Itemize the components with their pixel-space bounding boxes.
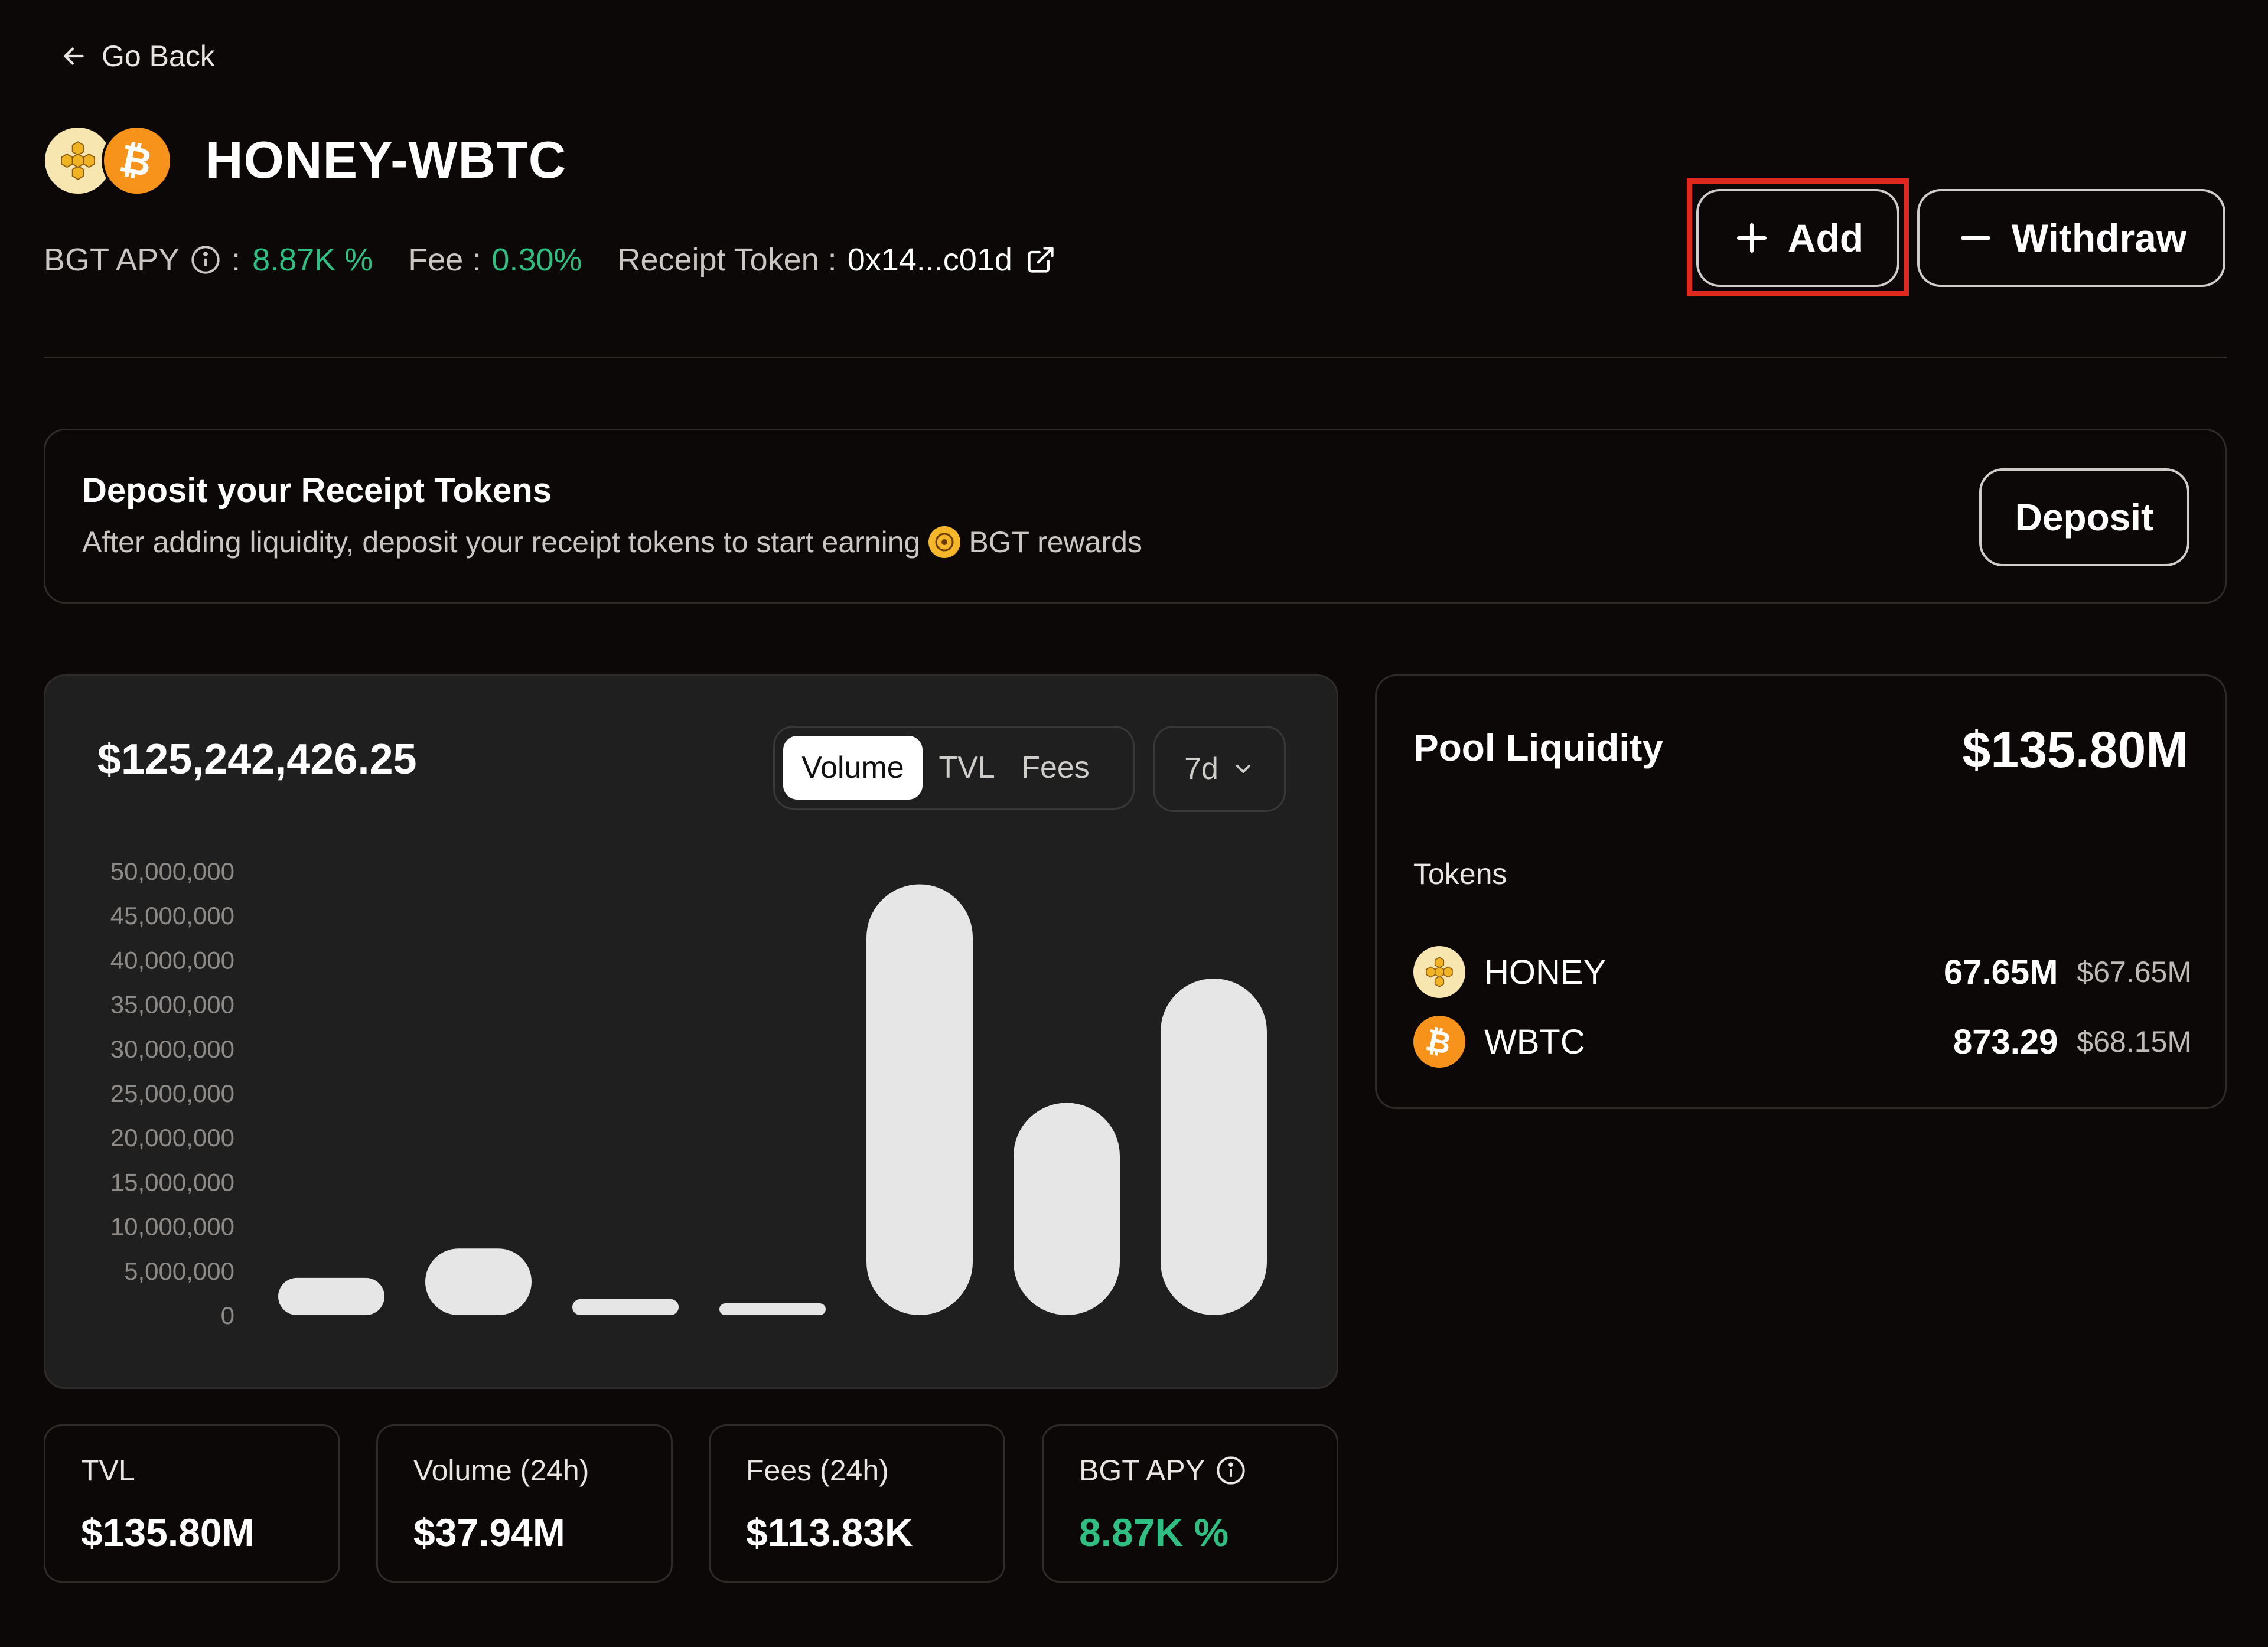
y-tick-label: 10,000,000 bbox=[110, 1213, 234, 1241]
y-tick-label: 35,000,000 bbox=[110, 991, 234, 1019]
bitcoin-icon: ₿ bbox=[1413, 1016, 1465, 1068]
token-usd-value: $67.65M bbox=[2077, 955, 2192, 989]
page-title: HONEY-WBTC bbox=[206, 131, 567, 189]
chevron-down-icon bbox=[1236, 765, 1250, 773]
stat-label: Volume (24h) bbox=[413, 1454, 589, 1487]
stat-card-fees-24h: Fees (24h) $113.83K bbox=[709, 1424, 1005, 1583]
add-button-label: Add bbox=[1787, 216, 1864, 260]
honey-icon bbox=[1413, 946, 1465, 998]
tab-tvl[interactable]: TVL bbox=[939, 751, 995, 785]
info-icon[interactable] bbox=[1216, 1455, 1246, 1486]
pool-meta: BGT APY : 8.87K % Fee : 0.30% Receipt To… bbox=[44, 236, 1056, 283]
token-name: HONEY bbox=[1484, 953, 1606, 992]
deposit-card-subtitle: After adding liquidity, deposit your rec… bbox=[82, 525, 1142, 559]
tab-fees[interactable]: Fees bbox=[1021, 751, 1090, 785]
plus-icon bbox=[1736, 223, 1767, 253]
y-tick-label: 25,000,000 bbox=[110, 1079, 234, 1107]
y-tick-label: 30,000,000 bbox=[110, 1035, 234, 1063]
apy-label: BGT APY bbox=[44, 242, 180, 278]
chart-card: 50,000,000 45,000,000 40,000,000 35,000,000… bbox=[44, 674, 1338, 1389]
apy-separator: : bbox=[232, 242, 241, 278]
pool-liquidity-card: Pool Liquidity $135.80M Tokens HONEY 67.… bbox=[1375, 674, 2227, 1109]
withdraw-button-label: Withdraw bbox=[2011, 216, 2187, 260]
add-liquidity-button[interactable]: Add bbox=[1696, 189, 1899, 287]
deposit-subtitle-after: BGT rewards bbox=[969, 526, 1142, 559]
stat-label: Fees (24h) bbox=[746, 1454, 889, 1487]
stat-card-tvl: TVL $135.80M bbox=[44, 1424, 340, 1583]
time-range-value: 7d bbox=[1184, 752, 1218, 786]
svg-text:₿: ₿ bbox=[116, 136, 156, 186]
y-tick-label: 45,000,000 bbox=[110, 902, 234, 930]
receipt-token-label: Receipt Token : bbox=[617, 242, 837, 278]
chart-bar[interactable] bbox=[1161, 978, 1267, 1315]
stat-value: $37.94M bbox=[413, 1511, 565, 1554]
token-row-wbtc: ₿ WBTC 873.29 $68.15M bbox=[1413, 1015, 2192, 1068]
fee-label: Fee : bbox=[408, 242, 481, 278]
stat-label-wrap: BGT APY bbox=[1079, 1453, 1246, 1488]
stat-label: TVL bbox=[81, 1454, 135, 1487]
token-row-honey: HONEY 67.65M $67.65M bbox=[1413, 945, 2192, 999]
deposit-receipt-card: Deposit your Receipt Tokens After adding… bbox=[44, 429, 2227, 604]
y-tick-label: 20,000,000 bbox=[110, 1124, 234, 1152]
tokens-label: Tokens bbox=[1413, 857, 1507, 891]
apy-value: 8.87K % bbox=[252, 242, 373, 278]
y-tick-label: 50,000,000 bbox=[110, 857, 234, 885]
token-usd-value: $68.15M bbox=[2077, 1025, 2192, 1058]
y-tick-label: 40,000,000 bbox=[110, 946, 234, 974]
bitcoin-icon: ₿ bbox=[102, 125, 172, 196]
add-button-highlight bbox=[1687, 178, 1909, 296]
deposit-card-title: Deposit your Receipt Tokens bbox=[82, 471, 552, 510]
stat-value: 8.87K % bbox=[1079, 1511, 1229, 1554]
deposit-subtitle-before: After adding liquidity, deposit your rec… bbox=[82, 526, 921, 559]
deposit-button[interactable]: Deposit bbox=[1979, 468, 2189, 566]
chart-bar[interactable] bbox=[278, 1277, 384, 1315]
info-icon[interactable] bbox=[190, 244, 221, 275]
header-divider bbox=[44, 357, 2227, 358]
stat-value: $113.83K bbox=[746, 1511, 913, 1554]
external-link-icon[interactable] bbox=[1025, 244, 1056, 275]
pool-liquidity-value: $135.80M bbox=[1962, 722, 2188, 778]
arrow-left-icon bbox=[64, 47, 84, 65]
pair-icons: ₿ bbox=[43, 124, 172, 198]
chart-bar[interactable] bbox=[866, 884, 973, 1315]
y-tick-label: 15,000,000 bbox=[110, 1168, 234, 1196]
receipt-token-address[interactable]: 0x14...c01d bbox=[847, 242, 1012, 278]
chart-bar[interactable] bbox=[1014, 1103, 1120, 1315]
token-amount: 873.29 bbox=[1953, 1022, 2058, 1061]
chart-bar[interactable] bbox=[719, 1303, 826, 1315]
withdraw-button[interactable]: Withdraw bbox=[1917, 189, 2225, 287]
go-back-link[interactable]: Go Back bbox=[59, 35, 215, 77]
chart-bar[interactable] bbox=[425, 1248, 532, 1315]
fee-value: 0.30% bbox=[491, 242, 582, 278]
svg-text:₿: ₿ bbox=[1423, 1022, 1454, 1062]
volume-chart: 50,000,000 45,000,000 40,000,000 35,000,000… bbox=[110, 857, 1267, 1329]
y-tick-label: 5,000,000 bbox=[124, 1257, 234, 1285]
stat-value: $135.80M bbox=[81, 1511, 255, 1554]
chart-bar[interactable] bbox=[572, 1299, 679, 1315]
token-name: WBTC bbox=[1484, 1022, 1585, 1061]
tab-volume[interactable]: Volume bbox=[783, 736, 923, 800]
bgt-icon bbox=[928, 526, 961, 558]
stat-card-volume-24h: Volume (24h) $37.94M bbox=[376, 1424, 673, 1583]
chart-total-value: $125,242,426.25 bbox=[97, 736, 417, 783]
pool-liquidity-title: Pool Liquidity bbox=[1413, 726, 1664, 769]
stat-card-bgt-apy: BGT APY 8.87K % bbox=[1042, 1424, 1338, 1583]
chart-metric-tabs: Volume TVL Fees bbox=[773, 726, 1135, 810]
go-back-label: Go Back bbox=[102, 40, 215, 73]
minus-icon bbox=[1960, 236, 1990, 240]
time-range-select[interactable]: 7d bbox=[1153, 726, 1286, 812]
stat-label: BGT APY bbox=[1079, 1454, 1205, 1487]
token-amount: 67.65M bbox=[1943, 953, 2058, 992]
y-tick-label: 0 bbox=[221, 1302, 234, 1329]
